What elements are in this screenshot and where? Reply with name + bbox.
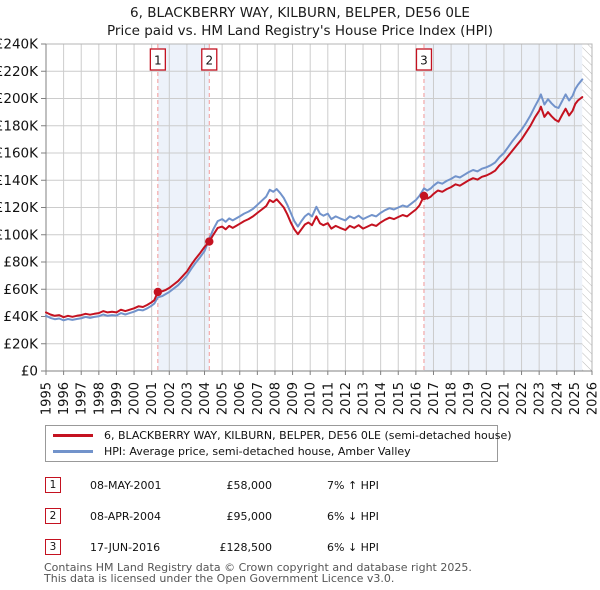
- transaction-price: £128,500: [219, 540, 273, 554]
- svg-text:2005: 2005: [216, 382, 231, 415]
- svg-text:2011: 2011: [321, 382, 336, 415]
- future-hatch-region: [582, 44, 592, 371]
- svg-text:2013: 2013: [357, 382, 372, 415]
- svg-text:£0: £0: [21, 364, 38, 380]
- svg-text:2014: 2014: [374, 382, 389, 415]
- svg-text:£20K: £20K: [3, 336, 39, 352]
- svg-text:2001: 2001: [145, 382, 160, 415]
- svg-text:2004: 2004: [198, 382, 213, 415]
- svg-text:£60K: £60K: [3, 282, 39, 298]
- transaction-row: 2 08-APR-2004 £95,000 6% ↓ HPI: [45, 508, 565, 524]
- transaction-price: £95,000: [226, 509, 273, 523]
- svg-text:2025: 2025: [568, 382, 583, 415]
- x-axis-labels: 1995 1996 1997 1998 1999 2000 2001 2002 2003 2004…: [40, 382, 600, 415]
- svg-text:1997: 1997: [75, 382, 90, 415]
- transaction-date: 17-JUN-2016: [90, 540, 161, 554]
- svg-text:1998: 1998: [92, 382, 107, 415]
- svg-text:1995: 1995: [40, 382, 55, 415]
- chart-legend: 6, BLACKBERRY WAY, KILBURN, BELPER, DE56…: [45, 425, 512, 462]
- svg-text:2021: 2021: [497, 382, 512, 415]
- svg-text:£100K: £100K: [0, 227, 39, 243]
- svg-text:2020: 2020: [480, 382, 495, 415]
- page-title: 6, BLACKBERRY WAY, KILBURN, BELPER, DE56…: [130, 5, 470, 21]
- license-footer: Contains HM Land Registry data © Crown c…: [44, 562, 472, 584]
- price-series-lines: [45, 78, 584, 322]
- legend-item-hpi: HPI: Average price, semi-detached house,…: [53, 444, 497, 460]
- hpi-line-swatch: [53, 450, 93, 453]
- transaction-row: 1 08-MAY-2001 £58,000 7% ↑ HPI: [45, 477, 565, 493]
- svg-text:2007: 2007: [251, 382, 266, 415]
- svg-text:2022: 2022: [515, 382, 530, 415]
- transaction-date: 08-MAY-2001: [90, 478, 162, 492]
- svg-text:2017: 2017: [427, 382, 442, 415]
- svg-text:2015: 2015: [392, 382, 407, 415]
- svg-text:2010: 2010: [304, 382, 319, 415]
- svg-text:£200K: £200K: [0, 91, 39, 107]
- transaction-list: 1 08-MAY-2001 £58,000 7% ↑ HPI 2 08-APR-…: [45, 477, 565, 570]
- legend-item-property: 6, BLACKBERRY WAY, KILBURN, BELPER, DE56…: [53, 428, 512, 444]
- svg-text:2002: 2002: [163, 382, 178, 415]
- svg-text:2003: 2003: [180, 382, 195, 415]
- sale-date-lines: [157, 44, 425, 371]
- transaction-hpi-diff: 7% ↑ HPI: [327, 478, 379, 492]
- svg-text:£220K: £220K: [0, 64, 39, 80]
- svg-text:£140K: £140K: [0, 173, 39, 189]
- transaction-marker-1: 1: [45, 477, 61, 493]
- transaction-hpi-diff: 6% ↓ HPI: [327, 540, 379, 554]
- svg-text:1999: 1999: [110, 382, 125, 415]
- svg-text:2: 2: [205, 54, 213, 68]
- svg-text:3: 3: [420, 54, 428, 68]
- sale-point-dots: [153, 191, 429, 297]
- transaction-marker-3: 3: [45, 539, 61, 555]
- footer-line-2: This data is licensed under the Open Gov…: [44, 572, 395, 585]
- transaction-row: 3 17-JUN-2016 £128,500 6% ↓ HPI: [45, 539, 565, 555]
- svg-text:2009: 2009: [286, 382, 301, 415]
- svg-text:2016: 2016: [409, 382, 424, 415]
- svg-text:2008: 2008: [268, 382, 283, 415]
- svg-text:2026: 2026: [586, 382, 600, 415]
- page-subtitle: Price paid vs. HM Land Registry's House …: [107, 23, 493, 39]
- svg-text:2006: 2006: [233, 382, 248, 415]
- svg-text:1996: 1996: [57, 382, 72, 415]
- svg-text:2023: 2023: [533, 382, 548, 415]
- transaction-date: 08-APR-2004: [90, 509, 162, 523]
- transaction-marker-2: 2: [45, 508, 61, 524]
- svg-text:£180K: £180K: [0, 118, 39, 134]
- legend-label-property: 6, BLACKBERRY WAY, KILBURN, BELPER, DE56…: [104, 429, 512, 442]
- svg-text:2012: 2012: [339, 382, 354, 415]
- svg-text:2018: 2018: [445, 382, 460, 415]
- legend-label-hpi: HPI: Average price, semi-detached house,…: [104, 445, 411, 458]
- svg-text:2000: 2000: [128, 382, 143, 415]
- footer-line-1: Contains HM Land Registry data © Crown c…: [44, 561, 472, 574]
- svg-text:2019: 2019: [462, 382, 477, 415]
- svg-text:£160K: £160K: [0, 146, 39, 162]
- svg-text:2024: 2024: [550, 382, 565, 415]
- svg-text:£120K: £120K: [0, 200, 39, 216]
- price-chart: 1 2 3 £0 £20K £40K £60K £80K £100K £120K £140K £160…: [0, 37, 600, 416]
- transaction-hpi-diff: 6% ↓ HPI: [327, 509, 379, 523]
- property-line-swatch: [53, 434, 93, 437]
- y-axis-labels: £0 £20K £40K £60K £80K £100K £120K £140K £160K £1…: [0, 37, 39, 380]
- svg-text:£240K: £240K: [0, 37, 39, 53]
- svg-text:£40K: £40K: [3, 309, 39, 325]
- sale-marker-boxes: 1 2 3: [149, 48, 433, 71]
- svg-text:1: 1: [154, 54, 162, 68]
- svg-text:£80K: £80K: [3, 255, 39, 271]
- transaction-price: £58,000: [226, 478, 273, 492]
